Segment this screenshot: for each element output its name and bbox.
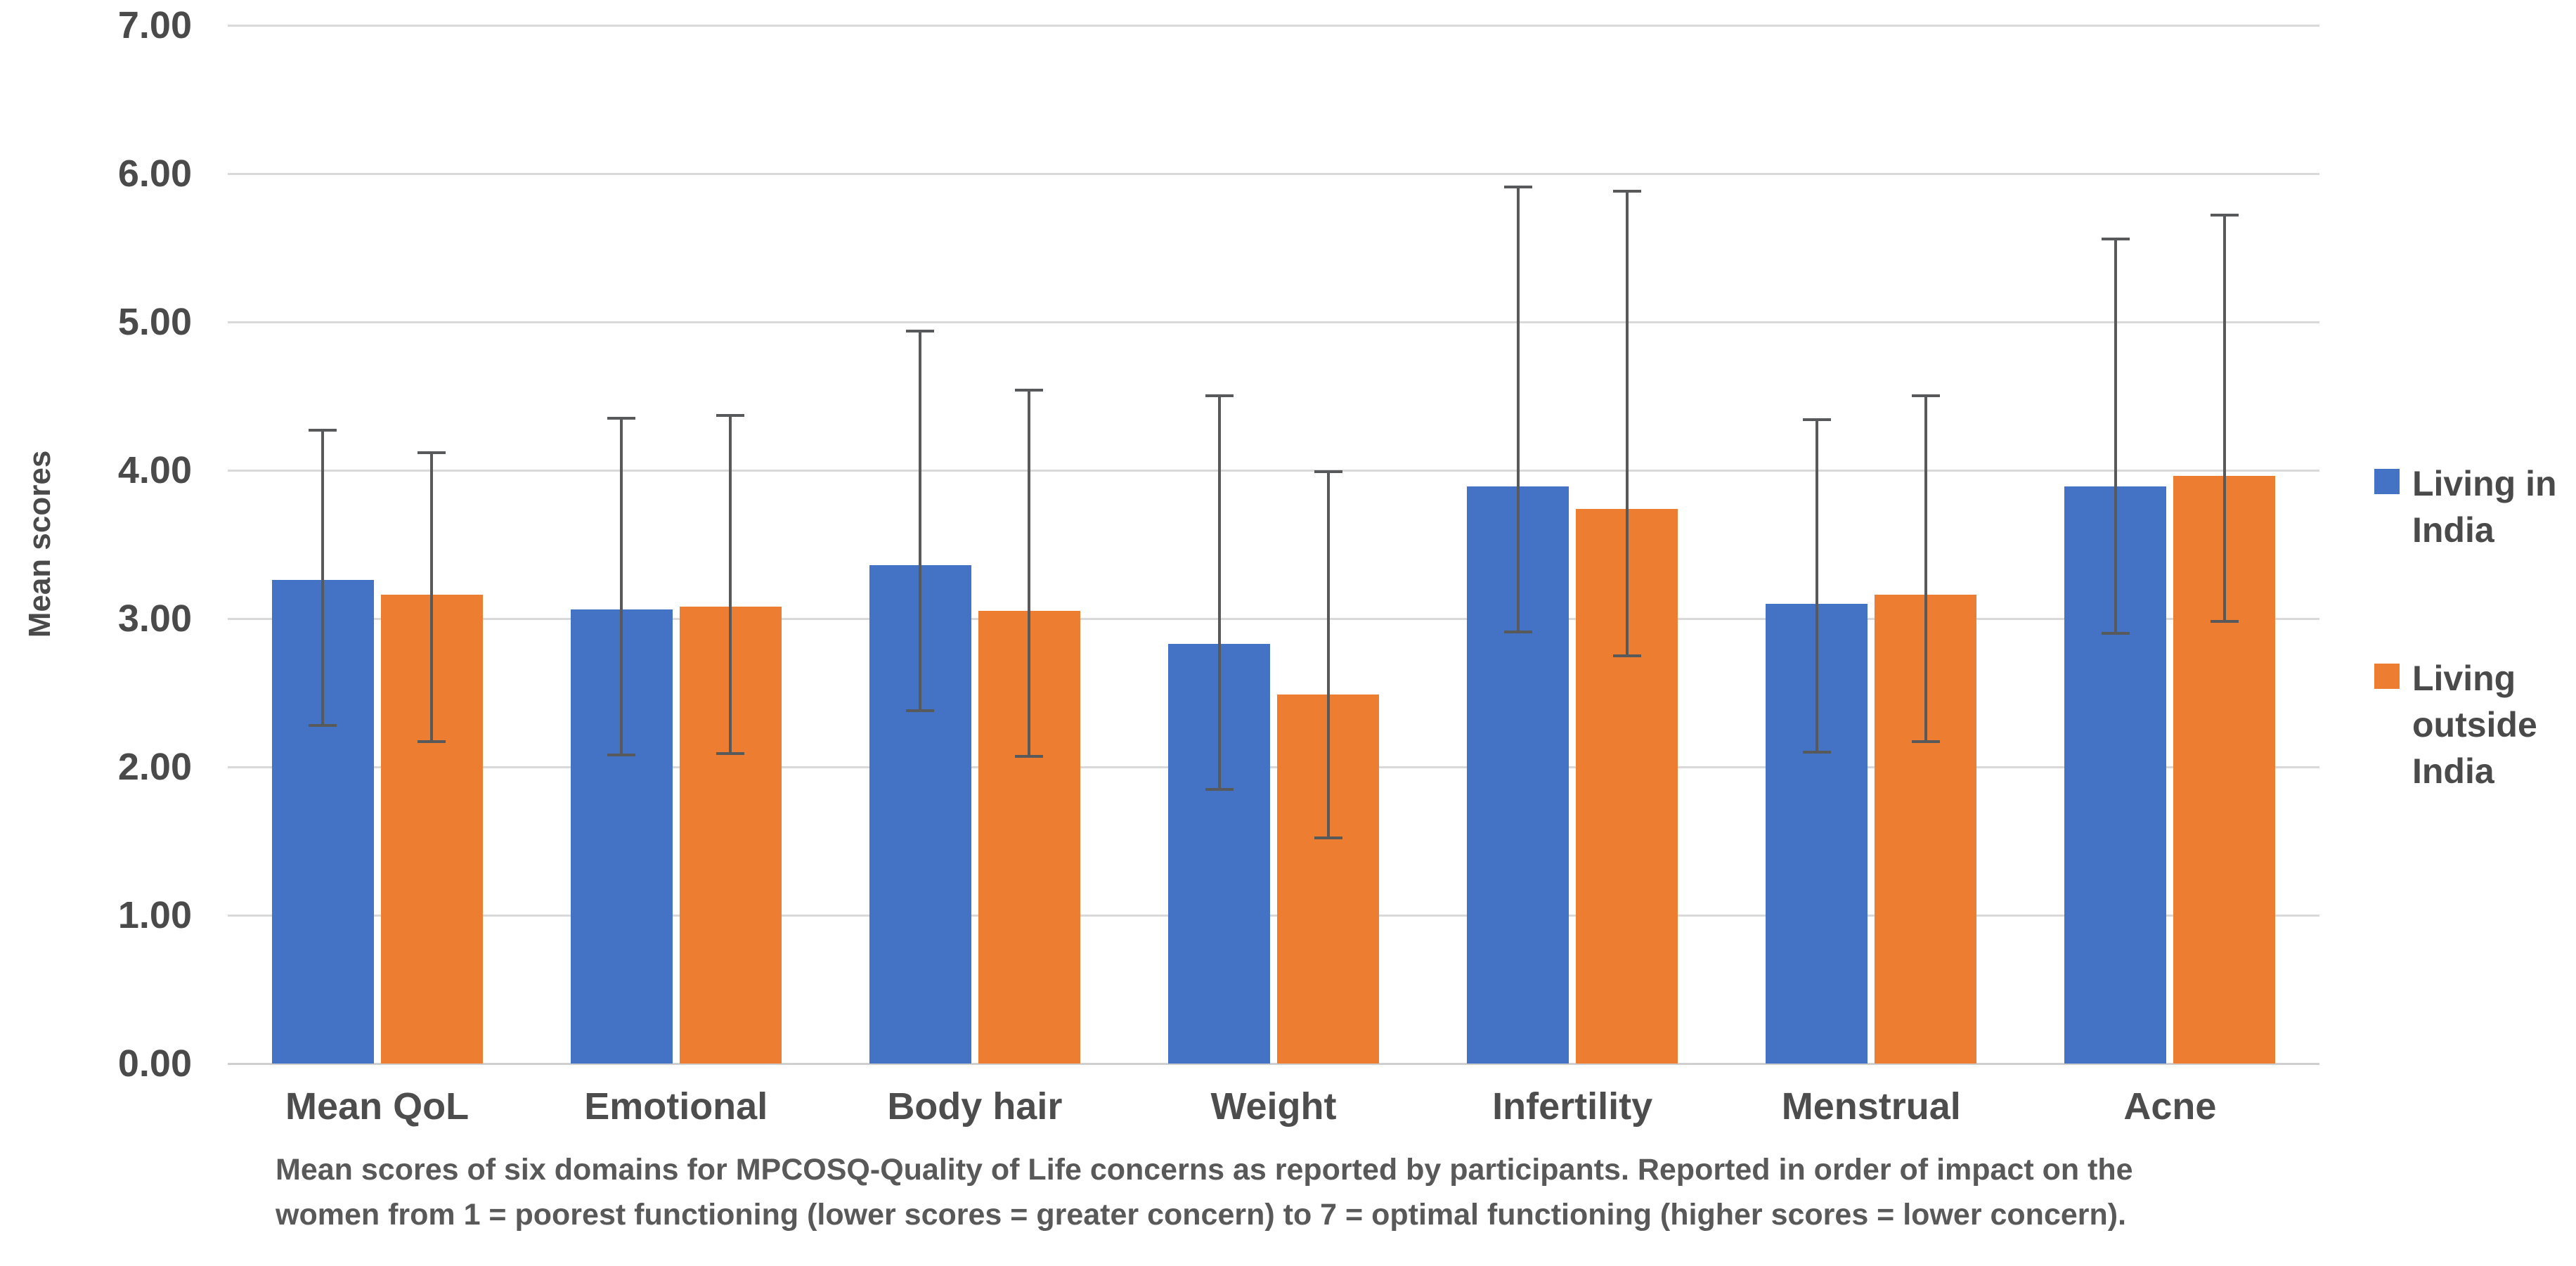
gridline-3 bbox=[228, 618, 2319, 620]
error-cap-bottom-living-outside-india-infertility bbox=[1612, 654, 1641, 657]
error-cap-bottom-living-outside-india-menstrual bbox=[1911, 740, 1940, 744]
legend-swatch-living-outside-india bbox=[2374, 664, 2400, 689]
error-cap-top-living-outside-india-menstrual bbox=[1911, 394, 1940, 398]
error-bar-living-in-india-mean-qol bbox=[321, 428, 325, 728]
error-cap-bottom-living-in-india-body-hair bbox=[906, 709, 935, 712]
gridline-4 bbox=[228, 470, 2319, 472]
error-bar-living-outside-india-mean-qol bbox=[430, 451, 434, 744]
error-bar-living-outside-india-weight bbox=[1326, 470, 1330, 840]
x-tick-label-menstrual: Menstrual bbox=[1781, 1085, 1961, 1128]
error-cap-bottom-living-outside-india-weight bbox=[1314, 837, 1342, 840]
gridline-1 bbox=[228, 915, 2319, 917]
error-bar-living-in-india-menstrual bbox=[1815, 418, 1818, 754]
y-tick-label-1.00: 1.00 bbox=[117, 894, 192, 936]
error-bar-living-outside-india-acne bbox=[2222, 213, 2226, 624]
y-tick-label-2.00: 2.00 bbox=[117, 746, 192, 788]
error-cap-top-living-in-india-acne bbox=[2101, 237, 2130, 240]
y-tick-label-6.00: 6.00 bbox=[117, 153, 192, 195]
gridline-6 bbox=[228, 173, 2319, 175]
error-cap-top-living-outside-india-emotional bbox=[716, 413, 745, 417]
error-cap-bottom-living-outside-india-emotional bbox=[716, 752, 745, 756]
error-cap-top-living-in-india-menstrual bbox=[1802, 418, 1831, 422]
legend-item-living-outside-india: Living outside India bbox=[2374, 655, 2576, 794]
error-cap-bottom-living-outside-india-acne bbox=[2210, 620, 2239, 624]
gridline-2 bbox=[228, 766, 2319, 768]
legend-label-living-outside-india: Living outside India bbox=[2412, 659, 2537, 791]
error-bar-living-in-india-acne bbox=[2114, 237, 2117, 635]
caption-line-1: Mean scores of six domains for MPCOSQ-Qu… bbox=[276, 1153, 2133, 1187]
error-cap-bottom-living-in-india-weight bbox=[1205, 787, 1234, 791]
legend-label-living-in-india: Living in India bbox=[2412, 464, 2557, 550]
error-bar-living-outside-india-infertility bbox=[1625, 190, 1629, 657]
y-tick-label-4.00: 4.00 bbox=[117, 449, 192, 491]
x-tick-label-infertility: Infertility bbox=[1492, 1085, 1653, 1128]
error-bar-living-in-india-emotional bbox=[620, 417, 623, 757]
plot-area bbox=[228, 25, 2319, 1065]
error-cap-top-living-outside-india-mean-qol bbox=[418, 451, 446, 454]
error-cap-top-living-in-india-body-hair bbox=[906, 329, 935, 332]
error-bar-living-outside-india-body-hair bbox=[1028, 388, 1031, 758]
x-tick-label-body-hair: Body hair bbox=[887, 1085, 1063, 1128]
error-cap-top-living-outside-india-infertility bbox=[1612, 190, 1641, 193]
error-cap-top-living-outside-india-weight bbox=[1314, 470, 1342, 473]
error-cap-top-living-outside-india-body-hair bbox=[1015, 388, 1044, 392]
error-cap-top-living-in-india-mean-qol bbox=[309, 428, 337, 432]
legend-item-living-in-india: Living in India bbox=[2374, 460, 2576, 553]
error-bar-living-in-india-weight bbox=[1217, 394, 1221, 791]
error-cap-bottom-living-in-india-menstrual bbox=[1802, 751, 1831, 754]
x-tick-label-acne: Acne bbox=[2123, 1085, 2217, 1128]
y-axis-title: Mean scores bbox=[22, 450, 57, 638]
error-cap-bottom-living-in-india-emotional bbox=[607, 754, 636, 757]
legend-swatch-living-in-india bbox=[2374, 469, 2400, 494]
error-cap-top-living-outside-india-acne bbox=[2210, 213, 2239, 217]
error-bar-living-in-india-infertility bbox=[1516, 185, 1520, 634]
y-tick-label-5.00: 5.00 bbox=[117, 301, 192, 343]
error-cap-top-living-in-india-weight bbox=[1205, 394, 1234, 398]
x-tick-label-mean-qol: Mean QoL bbox=[285, 1085, 470, 1128]
y-tick-label-3.00: 3.00 bbox=[117, 598, 192, 640]
error-bar-living-outside-india-emotional bbox=[729, 413, 732, 756]
gridline-5 bbox=[228, 321, 2319, 323]
error-cap-bottom-living-outside-india-body-hair bbox=[1015, 755, 1044, 758]
caption: Mean scores of six domains for MPCOSQ-Qu… bbox=[276, 1147, 2426, 1237]
x-tick-label-weight: Weight bbox=[1210, 1085, 1337, 1128]
y-tick-label-7.00: 7.00 bbox=[117, 4, 192, 46]
error-cap-top-living-in-india-emotional bbox=[607, 417, 636, 420]
error-bar-living-outside-india-menstrual bbox=[1924, 394, 1927, 744]
legend: Living in India Living outside India bbox=[2374, 460, 2576, 794]
error-cap-bottom-living-in-india-mean-qol bbox=[309, 724, 337, 728]
error-cap-bottom-living-in-india-infertility bbox=[1503, 631, 1532, 634]
gridline-7 bbox=[228, 25, 2319, 27]
x-tick-label-emotional: Emotional bbox=[584, 1085, 768, 1128]
error-bar-living-in-india-body-hair bbox=[919, 329, 922, 712]
gridline-0 bbox=[228, 1063, 2319, 1065]
y-tick-label-0.00: 0.00 bbox=[117, 1042, 192, 1085]
error-cap-top-living-in-india-infertility bbox=[1503, 185, 1532, 188]
error-cap-bottom-living-in-india-acne bbox=[2101, 632, 2130, 635]
error-cap-bottom-living-outside-india-mean-qol bbox=[418, 740, 446, 744]
caption-line-2: women from 1 = poorest functioning (lowe… bbox=[276, 1198, 2127, 1232]
